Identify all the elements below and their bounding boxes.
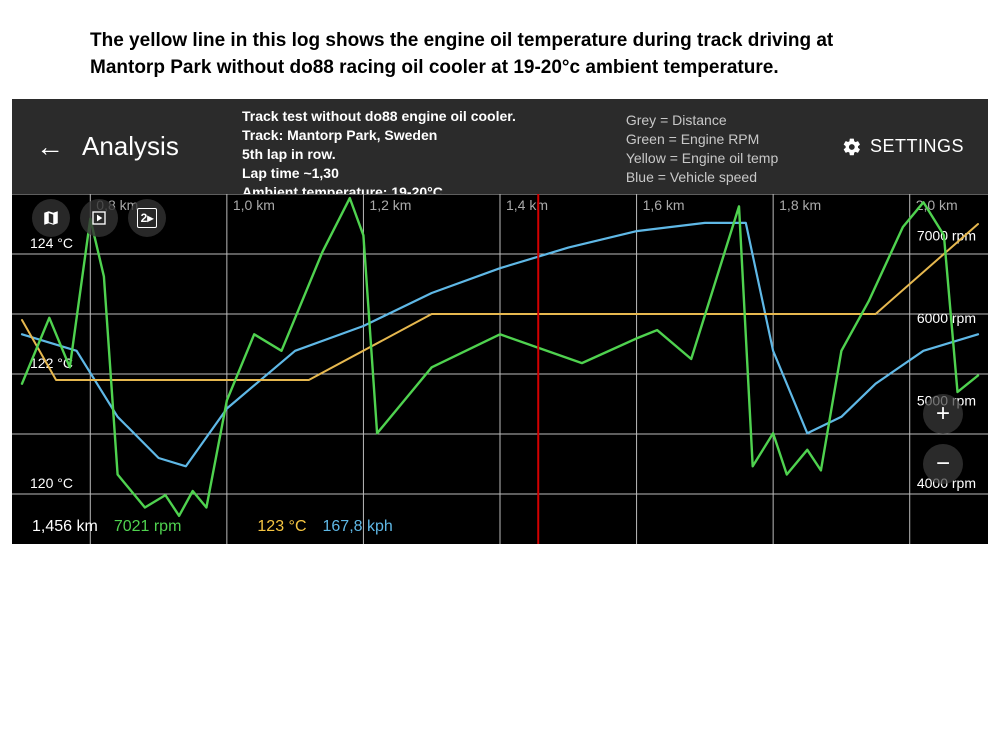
status-temp: 123 °C bbox=[257, 518, 306, 536]
status-rpm: 7021 rpm bbox=[114, 518, 182, 536]
status-line: 1,456 km 7021 rpm 123 °C 167,8 kph bbox=[32, 518, 393, 536]
map-icon[interactable] bbox=[32, 199, 70, 237]
chart[interactable]: 120 °C122 °C124 °C4000 rpm5000 rpm6000 r… bbox=[12, 194, 988, 544]
back-icon[interactable]: ← bbox=[36, 133, 64, 161]
info-lap: 5th lap in row. bbox=[242, 145, 516, 164]
y-right-tick: 6000 rpm bbox=[917, 310, 976, 326]
info-block: Track test without do88 engine oil coole… bbox=[232, 99, 526, 194]
x-tick: 1,4 km bbox=[506, 197, 548, 213]
zoom-out-button[interactable]: − bbox=[923, 444, 963, 484]
info-title: Track test without do88 engine oil coole… bbox=[242, 107, 516, 126]
info-track: Track: Mantorp Park, Sweden bbox=[242, 126, 516, 145]
play-2x-icon[interactable]: 2▸ bbox=[128, 199, 166, 237]
y-left-tick: 120 °C bbox=[30, 475, 73, 491]
settings-button[interactable]: SETTINGS bbox=[842, 99, 988, 194]
legend-grey: Grey = Distance bbox=[626, 111, 778, 130]
legend-green: Green = Engine RPM bbox=[626, 130, 778, 149]
status-distance: 1,456 km bbox=[32, 518, 98, 536]
y-left-tick: 124 °C bbox=[30, 235, 73, 251]
x-tick: 1,2 km bbox=[369, 197, 411, 213]
x-tick: 1,0 km bbox=[233, 197, 275, 213]
x-tick: 1,8 km bbox=[779, 197, 821, 213]
info-laptime: Lap time ~1,30 bbox=[242, 164, 516, 183]
zoom-in-button[interactable]: + bbox=[923, 394, 963, 434]
topbar: ← Analysis Track test without do88 engin… bbox=[12, 99, 988, 194]
chart-svg: 120 °C122 °C124 °C4000 rpm5000 rpm6000 r… bbox=[12, 194, 988, 544]
page-title: Analysis bbox=[82, 131, 179, 162]
legend-blue: Blue = Vehicle speed bbox=[626, 168, 778, 187]
status-speed: 167,8 kph bbox=[323, 518, 393, 536]
settings-label: SETTINGS bbox=[870, 136, 964, 157]
gear-icon bbox=[842, 137, 862, 157]
play-icon[interactable] bbox=[80, 199, 118, 237]
y-right-tick: 7000 rpm bbox=[917, 227, 976, 243]
caption-text: The yellow line in this log shows the en… bbox=[0, 0, 1000, 99]
legend-yellow: Yellow = Engine oil temp bbox=[626, 149, 778, 168]
legend-block: Grey = Distance Green = Engine RPM Yello… bbox=[606, 99, 798, 194]
analysis-app: ← Analysis Track test without do88 engin… bbox=[12, 99, 988, 544]
x-tick: 1,6 km bbox=[643, 197, 685, 213]
